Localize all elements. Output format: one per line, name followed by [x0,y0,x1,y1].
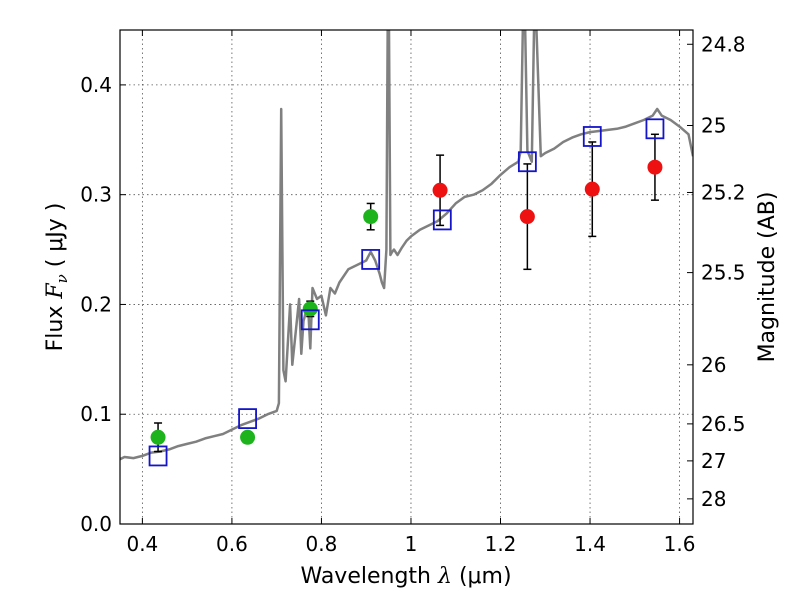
y2-tick-label: 25 [701,114,726,138]
model-box [582,126,602,147]
model-box [645,118,665,140]
model-box [148,445,168,467]
y-axis-label: Flux Fν ( μJy ) [43,203,71,352]
model-box [238,408,257,430]
x-tick-label: 0.4 [126,532,158,556]
plot-frame [119,29,694,525]
point-layer [150,159,663,445]
ticks [120,30,693,525]
y-tick-label: 0.2 [80,292,112,316]
y2-tick-label: 26 [701,353,726,377]
x-tick-label: 1.2 [485,532,517,556]
model-box [517,151,537,173]
y2-tick-label: 25.2 [701,180,746,204]
y-tick-label: 0.1 [80,402,112,426]
green-point [150,429,166,445]
red-point [584,181,600,197]
red-point [519,209,535,225]
green-point [240,429,256,445]
model-box [432,209,452,231]
red-point [647,159,663,175]
y2-tick-label: 27 [701,449,726,473]
green-point [302,301,318,317]
y2-tick-label: 28 [701,487,726,511]
plot-background [120,30,693,524]
green-point [363,209,379,225]
y-tick-label: 0.4 [80,73,112,97]
y2-axis-label: Magnitude (AB) [755,192,780,363]
x-axis-label: Wavelength λ (μm) [300,564,511,589]
x-tick-label: 0.8 [306,532,338,556]
tick-labels: 0.4 0.6 0.8 1 1.2 1.4 1.6 0.0 0.1 0.2 0.3 0.4 24.8 25… [80,32,745,556]
x-tick-label: 1.6 [664,532,696,556]
x-tick-label: 1 [405,532,418,556]
model-box [300,309,320,331]
x-tick-label: 0.6 [216,532,248,556]
red-point [432,182,448,198]
plot-area [120,30,693,467]
y-tick-label: 0.0 [80,512,112,536]
grid [120,30,693,525]
y2-tick-label: 25.5 [701,261,746,285]
model-box [361,249,381,270]
box-layer [148,118,665,467]
y2-tick-label: 26.5 [701,412,746,436]
x-tick-label: 1.4 [574,532,606,556]
y2-tick-label: 24.8 [701,32,746,56]
y-tick-label: 0.3 [80,183,112,207]
